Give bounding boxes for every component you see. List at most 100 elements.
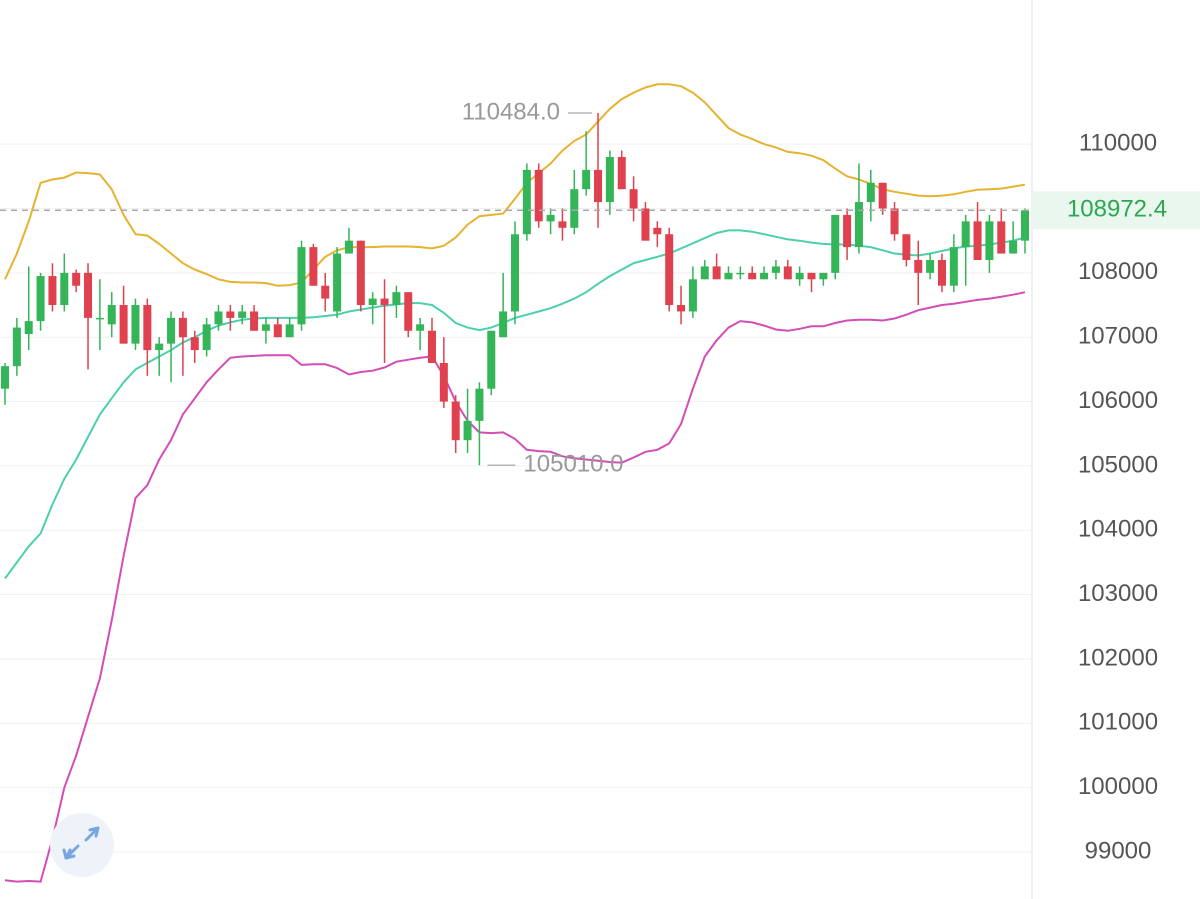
- candle-body: [107, 305, 116, 325]
- candle-body: [143, 305, 152, 351]
- candle-body: [926, 259, 935, 273]
- y-tick-label: 108000: [1078, 258, 1158, 285]
- y-tick-label: 101000: [1078, 709, 1158, 736]
- candle-body: [511, 234, 519, 312]
- candle-body: [463, 420, 472, 441]
- candle-body: [854, 202, 863, 248]
- candle-body: [60, 272, 69, 306]
- candle-body: [831, 214, 840, 273]
- candle-body: [582, 169, 591, 190]
- y-tick-label: 100000: [1078, 773, 1158, 800]
- band-line: [4, 83, 1026, 287]
- expand-button-bg[interactable]: [50, 813, 114, 877]
- y-tick-label: 105000: [1078, 451, 1158, 478]
- candle-body: [24, 321, 33, 334]
- candle-body: [72, 272, 81, 286]
- candle-body: [688, 279, 697, 312]
- y-tick-label: 104000: [1078, 516, 1158, 543]
- candle-body: [724, 272, 733, 280]
- candle-body: [997, 221, 1006, 254]
- candle-body: [866, 182, 875, 203]
- candle-body: [890, 208, 899, 235]
- candle-body: [961, 221, 970, 248]
- y-tick-label: 99000: [1085, 837, 1152, 864]
- candle-body: [261, 324, 270, 331]
- expand-icon[interactable]: [62, 826, 100, 860]
- candle-body: [641, 208, 650, 241]
- candle-body: [427, 330, 436, 363]
- candle-body: [760, 272, 769, 280]
- candle-body: [985, 221, 994, 260]
- candle-body: [914, 259, 923, 273]
- candle-body: [131, 305, 140, 344]
- candle-body: [700, 266, 709, 280]
- candle-body: [807, 272, 816, 280]
- candle-body: [677, 305, 686, 312]
- low-annotation-label: 105010.0: [523, 451, 623, 478]
- candle-body: [771, 266, 780, 273]
- candle-body: [344, 240, 353, 254]
- candle-body: [368, 298, 377, 306]
- candle-body: [36, 276, 45, 322]
- candle-body: [12, 327, 21, 367]
- candle-body: [439, 362, 448, 402]
- candle-body: [534, 169, 543, 222]
- candle-body: [1009, 240, 1018, 254]
- candle-body: [783, 266, 792, 280]
- candle-body: [949, 247, 958, 286]
- candle-body: [546, 214, 555, 222]
- candle-body: [878, 182, 887, 209]
- candle-body: [178, 317, 187, 338]
- candle-body: [819, 272, 828, 280]
- high-annotation-label: 110484.0: [462, 98, 560, 125]
- candle-body: [84, 272, 93, 318]
- expand-button[interactable]: [50, 813, 114, 877]
- candle-body: [736, 272, 745, 275]
- candle-body: [617, 157, 626, 190]
- candle-body: [522, 169, 531, 235]
- candle-body: [416, 324, 425, 331]
- candle-body: [48, 276, 57, 306]
- candle-body: [214, 311, 223, 325]
- candle-body: [333, 253, 342, 312]
- candle-body: [748, 272, 757, 280]
- y-tick-label: 106000: [1078, 387, 1158, 414]
- candle-body: [190, 337, 199, 351]
- candle-body: [712, 266, 721, 280]
- candle-body: [238, 311, 247, 318]
- candle-body: [665, 234, 674, 306]
- candle-body: [404, 292, 413, 331]
- last-price-bg: [1033, 191, 1200, 230]
- y-tick-label: 102000: [1078, 644, 1158, 671]
- candle-body: [487, 330, 496, 389]
- candle-body: [605, 157, 614, 203]
- candle-body: [629, 189, 638, 209]
- candle-body: [451, 401, 460, 441]
- candle-body: [475, 388, 484, 421]
- candle-body: [250, 311, 259, 331]
- candle-body: [499, 311, 508, 338]
- band-line: [4, 291, 1026, 883]
- candle-body: [155, 343, 164, 351]
- candle-body: [973, 221, 982, 260]
- candle-body: [570, 189, 579, 228]
- candle-body: [297, 247, 306, 325]
- candle-body: [653, 227, 662, 235]
- candle-body: [202, 324, 211, 351]
- candle-body: [119, 305, 128, 344]
- y-tick-label: 110000: [1079, 129, 1157, 156]
- candle-body: [321, 285, 330, 299]
- y-tick-label: 103000: [1078, 580, 1158, 607]
- candle-body: [558, 221, 567, 228]
- candle-body: [167, 317, 176, 344]
- candle-body: [594, 169, 603, 203]
- candle-body: [309, 247, 318, 286]
- candle-body: [356, 240, 365, 306]
- candle-body: [843, 214, 852, 248]
- candle-body: [273, 324, 282, 338]
- candle-body: [1, 366, 9, 389]
- candle-body: [95, 317, 104, 320]
- candle-body: [392, 292, 401, 306]
